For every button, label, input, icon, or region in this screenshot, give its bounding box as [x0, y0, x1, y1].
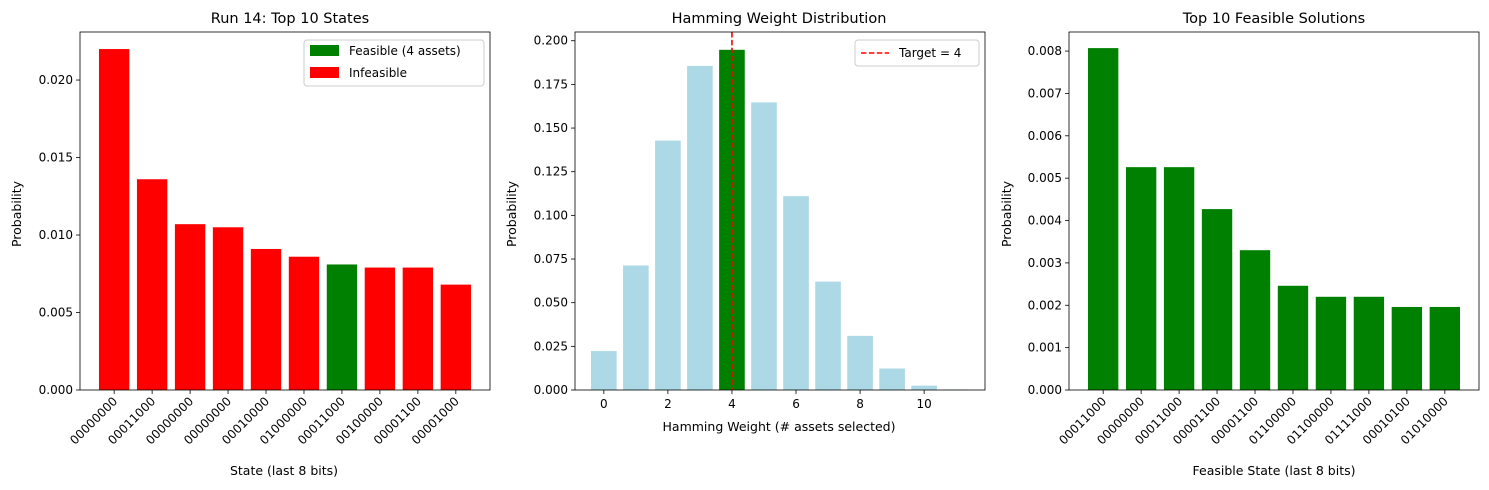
- y-tick-label: 0.003: [1028, 256, 1062, 270]
- states-chart: Run 14: Top 10 States State (last 8 bits…: [9, 11, 491, 478]
- y-tick-label: 0.150: [534, 121, 568, 135]
- bar: [879, 368, 905, 390]
- x-tick-label: 8: [856, 397, 864, 411]
- y-tick-label: 0.006: [1028, 129, 1062, 143]
- plot-area: 0.000 0.025 0.050 0.075 0.100 0.125 0.150 0.175…: [534, 31, 986, 411]
- legend-label-infeasible: Infeasible: [349, 66, 407, 80]
- legend-label-feasible: Feasible (4 assets): [349, 44, 461, 58]
- bar: [440, 284, 472, 390]
- bar: [212, 227, 244, 390]
- y-tick-label: 0.075: [534, 252, 568, 266]
- y-tick-label: 0.100: [534, 208, 568, 222]
- y-tick-label: 0.175: [534, 77, 568, 91]
- bar: [250, 248, 282, 390]
- y-tick-label: 0.050: [534, 296, 568, 310]
- legend: Target = 4: [854, 39, 980, 67]
- chart-title: Run 14: Top 10 States: [211, 11, 369, 27]
- x-tick-label: 4: [728, 397, 736, 411]
- bar: [623, 265, 649, 390]
- y-axis-label: Probability: [504, 180, 519, 247]
- legend: Feasible (4 assets) Infeasible: [303, 39, 485, 87]
- chart-title: Top 10 Feasible Solutions: [1182, 11, 1365, 27]
- bar: [364, 267, 396, 390]
- plot-area: 0.0000.0050.0100.0150.020000000000001100…: [39, 31, 491, 447]
- bar: [1315, 296, 1347, 390]
- x-tick-label: 0: [600, 397, 608, 411]
- y-tick-label: 0.005: [1028, 171, 1062, 185]
- bar: [815, 281, 841, 390]
- x-axis-label: Feasible State (last 8 bits): [1193, 463, 1356, 478]
- y-tick-label: 0.000: [39, 383, 73, 397]
- bar: [687, 65, 713, 390]
- bar: [1163, 167, 1195, 390]
- bar: [655, 140, 681, 390]
- y-tick-label: 0.015: [39, 151, 73, 165]
- bar: [326, 264, 358, 390]
- x-axis-label: State (last 8 bits): [230, 463, 338, 478]
- hamming-chart: Hamming Weight Distribution Hamming Weig…: [504, 11, 986, 434]
- y-tick-label: 0.020: [39, 73, 73, 87]
- bar: [174, 224, 206, 390]
- bar: [847, 335, 873, 390]
- y-tick-label: 0.010: [39, 228, 73, 242]
- y-tick-label: 0.007: [1028, 86, 1062, 100]
- x-tick-label: 2: [664, 397, 672, 411]
- bar: [591, 351, 617, 390]
- bar: [719, 49, 745, 390]
- bar: [402, 267, 434, 390]
- y-tick-label: 0.008: [1028, 44, 1062, 58]
- bar: [98, 49, 130, 391]
- y-axis-label: Probability: [999, 180, 1014, 247]
- bar: [1391, 306, 1423, 390]
- bar: [1201, 209, 1233, 390]
- bar: [1125, 167, 1157, 390]
- legend-label-target: Target = 4: [898, 46, 961, 60]
- bar: [1429, 306, 1461, 390]
- y-tick-label: 0.004: [1028, 214, 1062, 228]
- y-tick-label: 0.025: [534, 339, 568, 353]
- y-axis-label: Probability: [9, 180, 24, 247]
- y-tick-label: 0.000: [1028, 383, 1062, 397]
- y-tick-label: 0.002: [1028, 298, 1062, 312]
- bar: [751, 102, 777, 390]
- bar: [1239, 250, 1271, 390]
- y-tick-label: 0.001: [1028, 341, 1062, 355]
- y-tick-label: 0.200: [534, 34, 568, 48]
- bar: [783, 196, 809, 390]
- bar: [1277, 285, 1309, 390]
- chart-title: Hamming Weight Distribution: [672, 11, 887, 27]
- axes-frame: [79, 31, 491, 391]
- y-tick-label: 0.005: [39, 306, 73, 320]
- legend-swatch-feasible: [310, 45, 339, 56]
- bar: [1087, 48, 1119, 391]
- x-tick-label: 6: [792, 397, 800, 411]
- legend-swatch-infeasible: [310, 67, 339, 78]
- y-tick-label: 0.125: [534, 165, 568, 179]
- x-axis-label: Hamming Weight (# assets selected): [663, 419, 896, 434]
- axes-frame: [1068, 31, 1480, 391]
- x-tick-label: 10: [917, 397, 932, 411]
- bar: [1353, 296, 1385, 390]
- y-tick-label: 0.000: [534, 383, 568, 397]
- bar: [288, 256, 320, 390]
- axes-frame: [574, 31, 986, 391]
- bar: [136, 179, 168, 390]
- bar: [911, 385, 937, 390]
